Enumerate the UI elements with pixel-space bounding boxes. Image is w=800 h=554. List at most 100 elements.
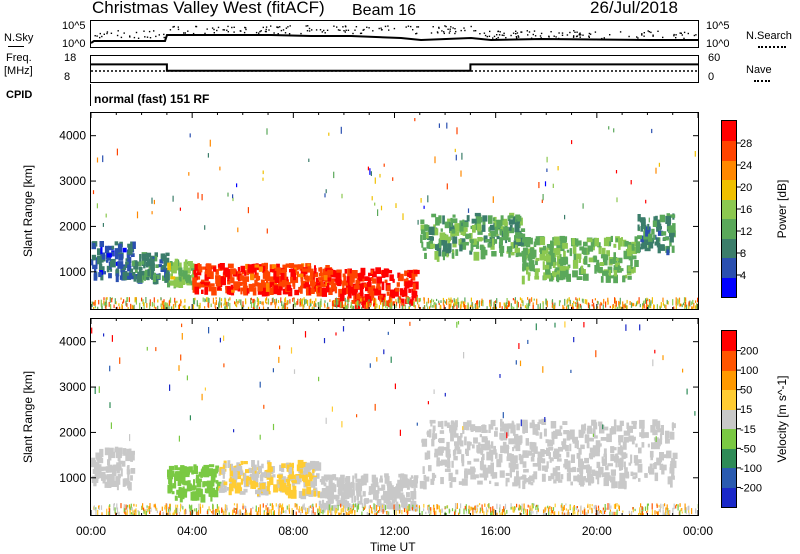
sparse-echo-cell <box>571 140 573 145</box>
ground-scatter-cell <box>314 512 316 515</box>
ground-scatter-cell <box>189 505 191 512</box>
heatmap-cell <box>581 247 585 255</box>
heatmap-cell <box>286 464 290 469</box>
ground-scatter-cell <box>609 305 611 309</box>
heatmap-cell <box>662 454 667 459</box>
heatmap-cell <box>509 470 512 478</box>
ground-scatter-cell <box>94 300 96 306</box>
heatmap-cell <box>239 491 246 495</box>
heatmap-cell <box>546 247 549 254</box>
noise-dot <box>641 33 643 35</box>
heatmap-cell <box>434 251 439 260</box>
heatmap-cell <box>259 483 262 490</box>
sparse-echo-cell <box>188 172 190 176</box>
noise-dot <box>603 37 605 39</box>
heatmap-cell <box>466 441 471 451</box>
heatmap-cell <box>321 476 326 481</box>
noise-dot <box>184 32 186 34</box>
heatmap-cell <box>527 450 533 456</box>
heatmap-cell <box>179 467 185 473</box>
noise-dot <box>417 26 420 28</box>
heatmap-cell <box>602 254 609 261</box>
heatmap-cell <box>256 471 260 478</box>
heatmap-cell <box>576 253 581 258</box>
heatmap-cell <box>377 485 380 494</box>
noise-dot <box>308 30 311 32</box>
heatmap-cell <box>312 469 315 474</box>
heatmap-cell <box>199 281 205 285</box>
heatmap-cell <box>200 279 205 284</box>
heatmap-cell <box>545 270 551 275</box>
ground-scatter-cell <box>300 511 302 515</box>
ground-scatter-cell <box>612 305 614 309</box>
heatmap-cell <box>573 253 576 263</box>
heatmap-cell <box>429 236 434 241</box>
ground-scatter-cell <box>493 508 495 514</box>
time-tick-label: 04:00 <box>177 524 207 538</box>
sparse-echo-cell <box>573 337 575 343</box>
heatmap-cell <box>460 433 463 438</box>
heatmap-cell <box>549 459 552 463</box>
ground-scatter-cell <box>133 304 135 309</box>
ground-scatter-cell <box>278 505 280 513</box>
heatmap-cell <box>137 271 143 280</box>
noise-dot <box>321 31 323 33</box>
heatmap-cell <box>245 478 249 487</box>
ground-scatter-cell <box>138 511 140 515</box>
noise-dot <box>343 30 345 32</box>
heatmap-cell <box>219 263 225 270</box>
ground-scatter-cell <box>418 304 420 309</box>
heatmap-cell <box>451 218 458 223</box>
ground-scatter-cell <box>385 505 387 510</box>
heatmap-cell <box>243 488 248 493</box>
noise-trace <box>91 25 698 44</box>
ground-scatter-cell <box>210 303 212 308</box>
heatmap-cell <box>488 424 494 430</box>
heatmap-cell <box>672 452 678 459</box>
ground-scatter-cell <box>235 508 238 514</box>
heatmap-cell <box>292 485 297 494</box>
heatmap-cell <box>613 419 617 427</box>
heatmap-cell <box>542 245 547 254</box>
ground-scatter-cell <box>490 506 492 513</box>
ground-scatter-cell <box>642 303 644 308</box>
heatmap-cell <box>434 228 439 236</box>
ground-scatter-cell <box>639 303 641 308</box>
heatmap-cell <box>564 459 568 467</box>
ground-scatter-cell <box>646 503 649 510</box>
heatmap-cell <box>200 494 206 503</box>
heatmap-cell <box>144 256 149 262</box>
heatmap-cell <box>272 474 276 478</box>
heatmap-cell <box>267 481 271 487</box>
heatmap-cell <box>95 470 100 479</box>
heatmap-cell <box>118 253 124 261</box>
ground-scatter-cell <box>382 300 384 307</box>
ground-scatter-cell <box>688 505 690 510</box>
ground-scatter-cell <box>363 504 365 507</box>
heatmap-cell <box>218 488 225 493</box>
ground-scatter-cell <box>311 306 313 309</box>
ground-scatter-cell <box>495 306 497 309</box>
heatmap-cell <box>461 460 465 467</box>
ground-scatter-cell <box>591 509 593 513</box>
heatmap-cell <box>578 429 584 438</box>
heatmap-cell <box>598 466 604 475</box>
ground-scatter-cell <box>529 510 531 515</box>
ground-scatter-cell <box>426 301 428 307</box>
ground-scatter-cell <box>358 300 361 305</box>
ground-scatter-cell <box>108 511 110 515</box>
sparse-echo-cell <box>186 375 188 381</box>
heatmap-cell <box>223 267 229 275</box>
power-colorbar-tick-label: 12 <box>740 226 752 238</box>
heatmap-cell <box>150 272 156 279</box>
heatmap-cell <box>198 488 203 495</box>
heatmap-cell <box>380 293 386 300</box>
heatmap-cell <box>651 239 654 244</box>
heatmap-cell <box>644 224 647 231</box>
ground-scatter-cell <box>650 300 652 306</box>
ground-scatter-cell <box>445 512 447 515</box>
ground-scatter-cell <box>206 510 208 515</box>
ground-scatter-cell <box>212 503 214 510</box>
noise-dot <box>510 34 512 37</box>
heatmap-cell <box>557 479 563 483</box>
